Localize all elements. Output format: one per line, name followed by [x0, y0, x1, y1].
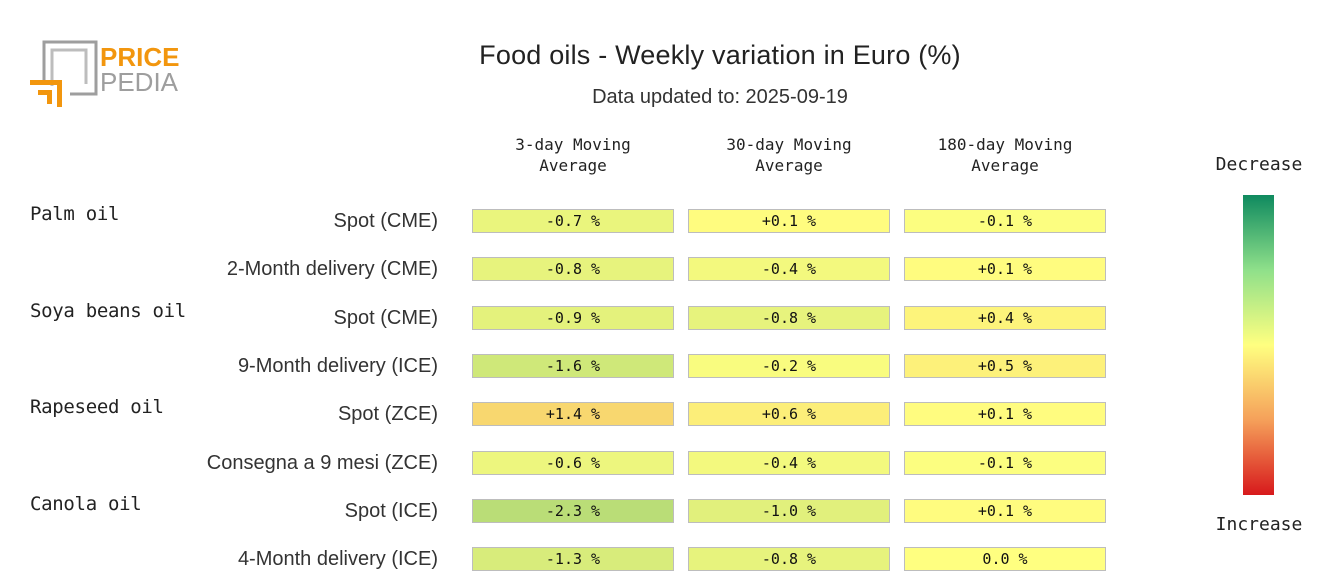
- group-label: Soya beans oil: [30, 299, 186, 322]
- heatmap-cell: +0.1 %: [904, 257, 1106, 282]
- heatmap-cell: +0.1 %: [904, 498, 1106, 523]
- heatmap-cell: -0.2 %: [688, 353, 890, 378]
- column-header: 3-day Moving Average: [515, 135, 631, 175]
- row-label: Spot (CME): [333, 210, 438, 232]
- heatmap-cell: -0.7 %: [472, 209, 674, 233]
- group-label: Rapeseed oil: [30, 396, 164, 419]
- logo-text-pedia: PEDIA: [100, 67, 179, 97]
- heatmap-cell: -0.1 %: [904, 450, 1106, 475]
- legend-decrease-label: Decrease: [1215, 154, 1303, 175]
- heatmap-cell: +0.4 %: [904, 305, 1106, 330]
- group-label: Palm oil: [30, 203, 120, 225]
- heatmap-cell: -0.8 %: [688, 305, 890, 330]
- group-label: Canola oil: [30, 492, 142, 515]
- chart-title: Food oils - Weekly variation in Euro (%): [479, 40, 961, 70]
- heatmap-cell: +0.5 %: [904, 353, 1106, 378]
- chart-subtitle: Data updated to: 2025-09-19: [592, 86, 848, 108]
- row-label: 4-Month delivery (ICE): [237, 548, 438, 571]
- row-label: Spot (CME): [333, 306, 438, 329]
- heatmap-cell: -2.3 %: [472, 498, 674, 523]
- row-label: Spot (ICE): [344, 499, 438, 522]
- heatmap-cell: -0.4 %: [688, 450, 890, 475]
- heatmap-cell: +0.6 %: [688, 402, 890, 427]
- heatmap-cell: -0.8 %: [472, 257, 674, 282]
- heatmap-cell: 0.0 %: [904, 547, 1106, 571]
- heatmap-cell: -0.1 %: [904, 209, 1106, 233]
- heatmap-cell: +0.1 %: [688, 209, 890, 233]
- row-label: Consegna a 9 mesi (ZCE): [206, 451, 438, 474]
- heatmap-cell: +0.1 %: [904, 402, 1106, 427]
- heatmap-cell: -1.0 %: [688, 498, 890, 523]
- row-label: 2-Month delivery (CME): [226, 258, 438, 281]
- logo-text-price: PRICE: [100, 42, 179, 72]
- row-label: Spot (ZCE): [337, 403, 438, 426]
- heatmap-cell: +1.4 %: [472, 402, 674, 427]
- heatmap-cell: -0.8 %: [688, 547, 890, 571]
- row-label: 9-Month delivery (ICE): [237, 354, 438, 377]
- heatmap-cell: -0.4 %: [688, 257, 890, 282]
- heatmap-cell: -0.6 %: [472, 450, 674, 475]
- legend-increase-label: Increase: [1215, 514, 1303, 535]
- legend-color-bar: [1243, 195, 1274, 495]
- column-header: 180-day Moving Average: [937, 135, 1073, 175]
- heatmap-cell: -1.6 %: [472, 353, 674, 378]
- heatmap-cell: -1.3 %: [472, 547, 674, 571]
- column-header: 30-day Moving Average: [726, 135, 852, 175]
- pricepedia-logo: PRICE PEDIA: [30, 40, 179, 107]
- heatmap-cell: -0.9 %: [472, 305, 674, 330]
